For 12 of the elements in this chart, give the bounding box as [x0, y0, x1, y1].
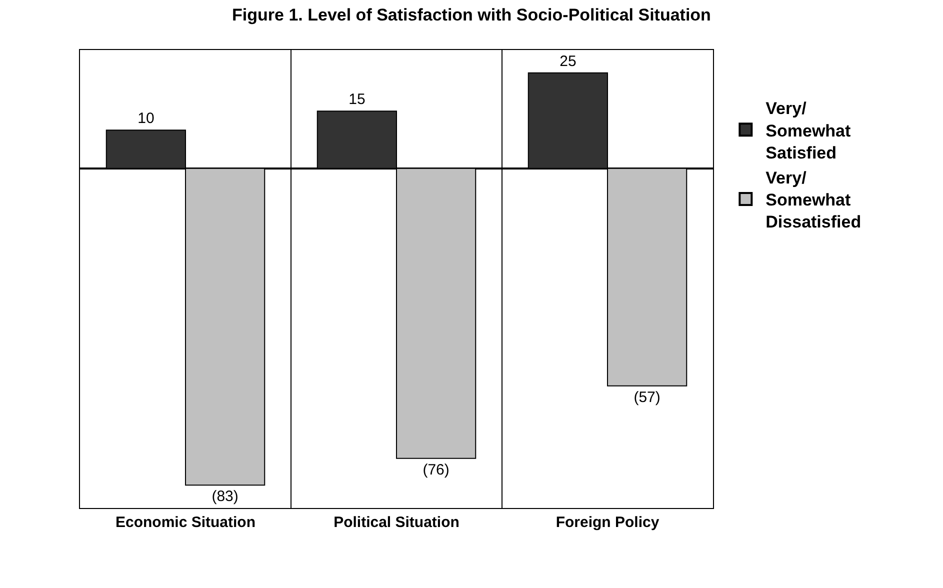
x-tick-label: Economic Situation: [115, 514, 256, 531]
x-tick-label: Foreign Policy: [556, 514, 660, 531]
data-label: (83): [212, 488, 238, 506]
data-label: 25: [560, 52, 576, 70]
data-label: 10: [138, 110, 154, 128]
data-label: (57): [634, 388, 660, 406]
legend-label: Very/ Somewhat Satisfied: [766, 99, 852, 162]
legend-label: Very/ Somewhat Dissatisfied: [766, 168, 862, 232]
chart-title: Figure 1. Level of Satisfaction with Socio-Political Situation: [232, 6, 711, 25]
x-tick-label: Political Situation: [334, 514, 460, 531]
data-label: (76): [422, 461, 450, 478]
data-label: 15: [348, 91, 366, 108]
